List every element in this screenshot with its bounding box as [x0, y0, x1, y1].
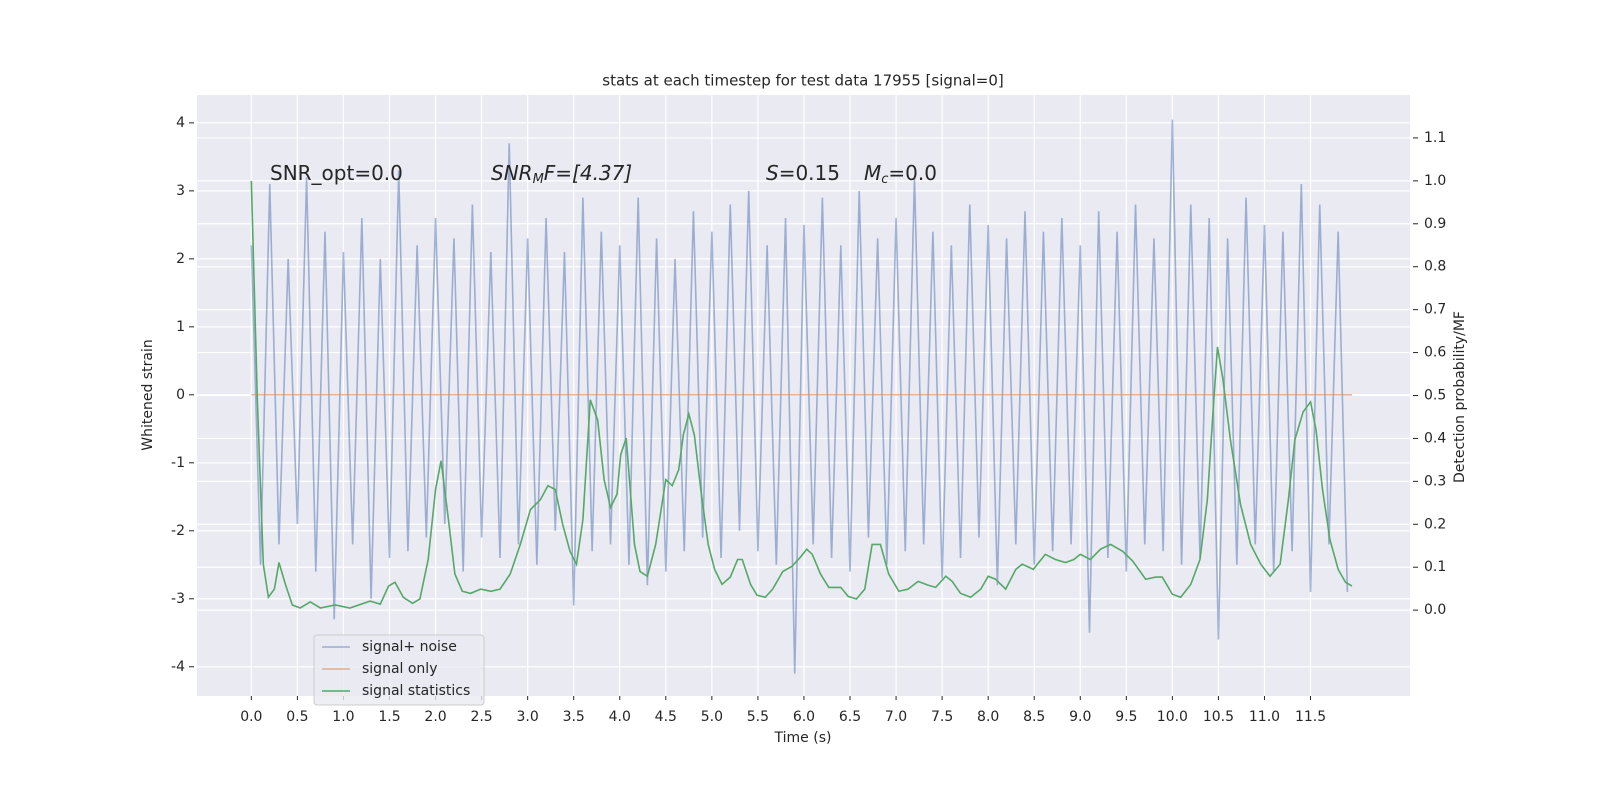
annotation-text: F=[4.37] [544, 161, 632, 185]
x-tick-label: 1.5 [378, 709, 400, 725]
annotation-text: =0.15 [779, 161, 840, 185]
legend-box [313, 634, 485, 706]
x-tick-label: 2.5 [470, 709, 492, 725]
x-tick-label: 9.0 [1069, 709, 1091, 725]
y-tick-label: 3 [176, 183, 185, 199]
x-tick-label: 11.0 [1249, 709, 1280, 725]
annotation-text: M [864, 161, 881, 185]
legend: signal+ noise signal only signal statistic… [313, 634, 485, 706]
x-tick-label: 10.0 [1157, 709, 1188, 725]
y-tick-label: -4 [171, 659, 185, 675]
y2-tick-label: 1.1 [1424, 130, 1446, 146]
y2-tick-label: 0.5 [1424, 388, 1446, 404]
annotation-text: =0.0 [888, 161, 937, 185]
y-tick-label: 2 [176, 251, 185, 267]
labels: 0.0 0.5 1.0 1.5 2.0 2.5 3.0 3.5 4.0 4.5 5.0 5.5 6.0 6… [171, 115, 1446, 725]
y2-tick-label: 0.8 [1424, 259, 1446, 275]
x-tick-label: 3.0 [517, 709, 539, 725]
x-axis-label: Time (s) [774, 730, 832, 746]
x-tick-label: 1.0 [332, 709, 354, 725]
y-tick-label: 0 [176, 387, 185, 403]
series-line [250, 180, 1353, 609]
series-line [250, 119, 1349, 674]
x-tick-label: 9.5 [1115, 709, 1137, 725]
x-tick-label: 6.5 [839, 709, 861, 725]
x-tick-label: 3.5 [563, 709, 585, 725]
legend-label: signal statistics [362, 683, 470, 699]
y-tick-label: -3 [171, 591, 185, 607]
x-tick-label: 7.5 [931, 709, 953, 725]
x-tick-label: 5.5 [747, 709, 769, 725]
x-tick-label: 0.0 [240, 709, 262, 725]
legend-label: signal+ noise [362, 639, 457, 655]
annotation-text: SNR_opt=0.0 [270, 161, 403, 185]
x-tick-label: 7.0 [885, 709, 907, 725]
y2-tick-label: 0.4 [1424, 430, 1446, 446]
y-tick-label: -1 [171, 455, 185, 471]
y-tick-label: 1 [176, 319, 185, 335]
chart-title: stats at each timestep for test data 179… [602, 72, 1003, 90]
x-tick-label: 8.5 [1023, 709, 1045, 725]
annotation-text: S [766, 161, 779, 185]
annotation: SNRMF=[4.37] [491, 161, 632, 187]
y2-tick-label: 0.1 [1424, 559, 1446, 575]
y-tick-label: 4 [176, 115, 185, 131]
y2-tick-label: 0.6 [1424, 345, 1446, 361]
annotation-sub: c [881, 172, 888, 187]
y2-tick-label: 0.0 [1424, 602, 1446, 618]
x-tick-label: 5.0 [701, 709, 723, 725]
annotation-text: SNR [491, 161, 533, 185]
legend-label: signal only [362, 661, 437, 677]
y-axis-label: Whitened strain [140, 339, 156, 450]
y2-tick-label: 0.2 [1424, 516, 1446, 532]
y-tick-label: -2 [171, 523, 185, 539]
x-tick-label: 11.5 [1295, 709, 1326, 725]
y2-tick-label: 0.7 [1424, 302, 1446, 318]
x-tick-label: 4.0 [609, 709, 631, 725]
y2-tick-label: 1.0 [1424, 173, 1446, 189]
y2-tick-label: 0.3 [1424, 473, 1446, 489]
x-tick-label: 8.0 [977, 709, 999, 725]
marks [250, 119, 1353, 674]
y2-tick-label: 0.9 [1424, 216, 1446, 232]
x-tick-label: 4.5 [655, 709, 677, 725]
annotation-sub: M [533, 172, 544, 187]
annotation: SNR_opt=0.0 [270, 161, 403, 185]
x-tick-label: 10.5 [1203, 709, 1234, 725]
x-tick-label: 0.5 [286, 709, 308, 725]
x-tick-label: 2.0 [424, 709, 446, 725]
y2-axis-label: Detection probability/MF [1452, 311, 1468, 483]
x-tick-label: 6.0 [793, 709, 815, 725]
annotation: S=0.15 Mc=0.0 [766, 161, 937, 187]
